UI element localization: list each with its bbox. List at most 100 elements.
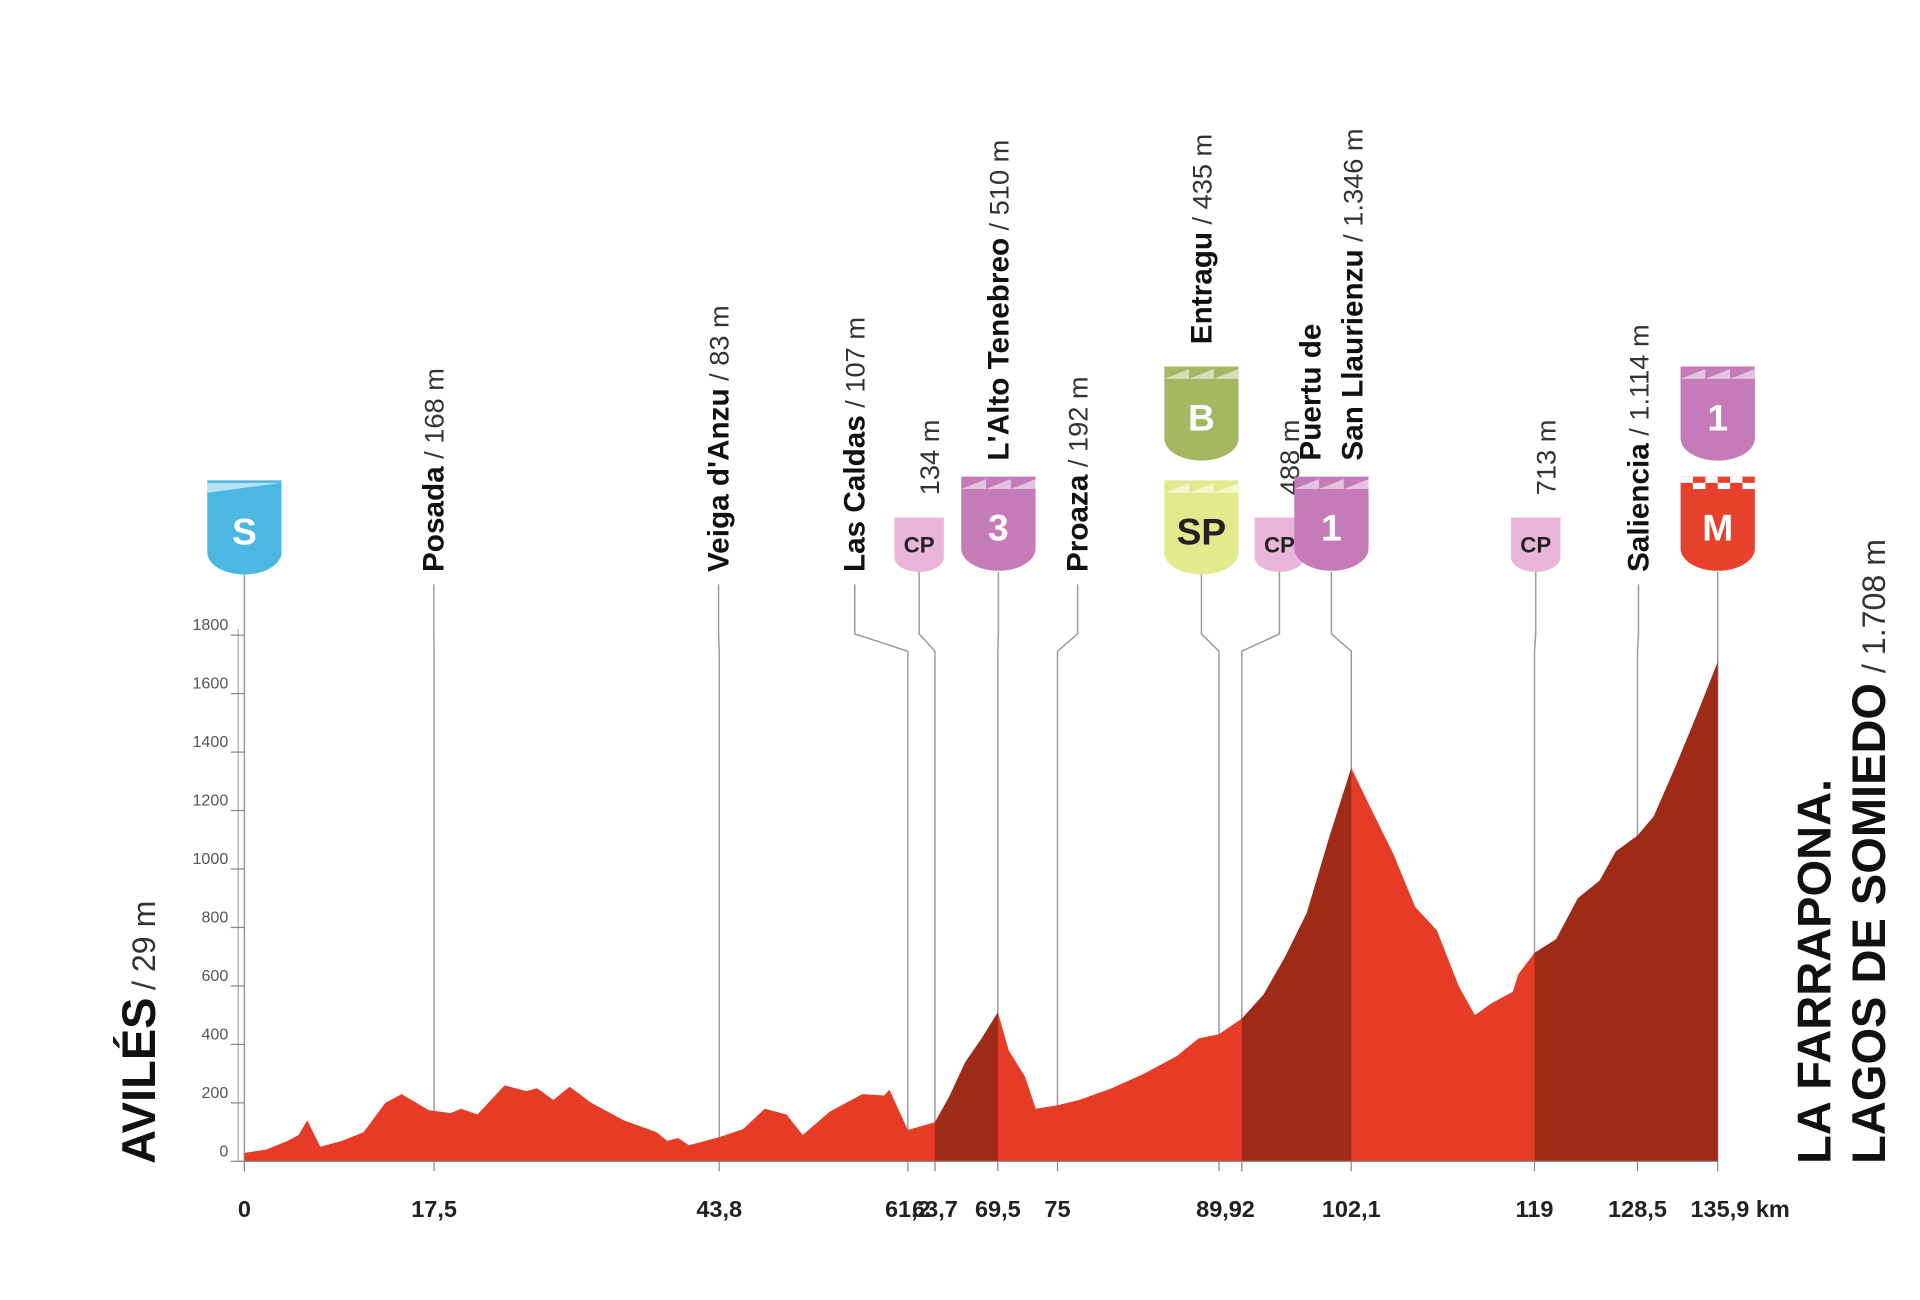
badge — [1164, 480, 1239, 575]
point-label: Puertu de — [1294, 324, 1327, 461]
point-name: Veiga d'Anzu — [702, 388, 735, 572]
point-name: Saliencia — [1622, 443, 1655, 572]
point-alt: / 192 m — [1063, 376, 1094, 467]
badge — [1164, 366, 1239, 461]
point-alt: / 168 m — [419, 368, 450, 459]
badge — [894, 517, 944, 572]
point-label: Proaza / 192 m — [1062, 376, 1095, 572]
point-label: Saliencia / 1.114 m — [1622, 324, 1655, 572]
badge-label: SP — [1177, 510, 1227, 552]
finish-name: LA FARRAPONA. — [1787, 779, 1840, 1164]
point-label: Posada / 168 m — [418, 368, 451, 572]
point-name: L'Alto Tenebreo — [982, 238, 1015, 461]
leader-line — [997, 572, 1000, 1162]
badge-label: 3 — [988, 507, 1009, 549]
x-tick-label: 0 — [238, 1196, 251, 1222]
point-label: Veiga d'Anzu / 83 m — [702, 305, 735, 572]
badge-label: M — [1702, 507, 1733, 549]
point-alt: 134 m — [914, 420, 945, 496]
climb-area — [1241, 767, 1352, 1162]
finish-name: LAGOS DE SOMIEDO — [1842, 683, 1895, 1164]
point-alt: / 435 m — [1186, 134, 1217, 225]
x-tick-label: 69,5 — [975, 1196, 1021, 1222]
point-name: Posada — [418, 466, 451, 572]
badge-label: 1 — [1321, 507, 1342, 549]
x-tick-label: 92 — [1229, 1196, 1255, 1222]
finish-alt: / 1.708 m — [1856, 539, 1892, 673]
point-name: Puertu de — [1294, 324, 1327, 461]
badge — [1254, 517, 1305, 572]
point-alt: / 107 m — [840, 317, 871, 408]
x-tick-label: 128,5 — [1608, 1196, 1667, 1222]
point-alt: / 1.346 m — [1337, 128, 1368, 241]
y-tick-label: 1000 — [193, 850, 229, 868]
point-label: Entragu / 435 m — [1185, 134, 1218, 344]
badge-label: CP — [1264, 533, 1295, 558]
leader-line — [717, 584, 720, 1162]
leader-line — [1056, 584, 1079, 1162]
leader-line — [854, 584, 909, 1162]
badge — [1680, 366, 1755, 461]
badge-label: CP — [904, 533, 935, 558]
badge — [207, 480, 282, 575]
x-tick-label: 61,2 — [885, 1196, 931, 1222]
climb-area — [934, 1012, 998, 1162]
finish-label: LA FARRAPONA. — [1787, 779, 1840, 1164]
x-tick-label: 119 — [1516, 1196, 1554, 1222]
x-tick-label: 17,5 — [411, 1196, 457, 1222]
y-tick-label: 1400 — [193, 733, 229, 751]
x-tick-label: 102,1 — [1322, 1196, 1381, 1222]
badge-label: 1 — [1707, 396, 1728, 438]
finish-label: LAGOS DE SOMIEDO / 1.708 m — [1842, 539, 1895, 1164]
x-tick-label: 75 — [1044, 1196, 1070, 1222]
badge — [1680, 476, 1755, 571]
checker — [1705, 476, 1718, 483]
badge-tab — [1164, 368, 1239, 379]
badge-label: B — [1188, 396, 1215, 438]
point-name: Proaza — [1062, 474, 1095, 572]
start-alt: / 29 m — [126, 901, 162, 990]
badge-label: S — [232, 510, 257, 552]
point-label: San Llaurienzu / 1.346 m — [1336, 128, 1369, 460]
y-tick-label: 200 — [201, 1084, 228, 1102]
checker — [1680, 476, 1693, 483]
x-tick-label: 135,9 km — [1690, 1196, 1789, 1222]
y-tick-label: 0 — [219, 1142, 228, 1160]
point-label: 134 m — [914, 420, 945, 496]
point-label: L'Alto Tenebreo / 510 m — [982, 140, 1015, 461]
checker — [1742, 482, 1755, 490]
start-name: AVILÉS — [112, 997, 165, 1163]
y-tick-label: 1800 — [193, 616, 229, 634]
x-tick-label: 63,7 — [912, 1196, 958, 1222]
badge — [1294, 476, 1369, 571]
x-tick-label: 43,8 — [696, 1196, 742, 1222]
leader-line — [918, 572, 936, 1162]
leader-line — [1200, 572, 1220, 1162]
badge — [1510, 517, 1561, 572]
y-tick-label: 600 — [201, 967, 228, 985]
badge-tab — [1680, 368, 1755, 379]
start-label: AVILÉS / 29 m — [112, 901, 165, 1164]
checker — [1692, 482, 1706, 490]
checker — [1717, 482, 1731, 490]
climb-area — [1534, 662, 1718, 1162]
point-name: Las Caldas — [839, 415, 872, 572]
point-alt: / 83 m — [703, 305, 734, 381]
leader-line — [1241, 572, 1281, 1162]
point-alt: 713 m — [1531, 420, 1562, 496]
point-alt: / 1.114 m — [1623, 324, 1654, 435]
point-name: Entragu — [1185, 232, 1218, 344]
badge-label: CP — [1520, 533, 1551, 558]
y-tick-label: 400 — [201, 1025, 228, 1043]
y-tick-label: 800 — [201, 909, 228, 927]
point-alt: / 510 m — [983, 140, 1014, 231]
point-name: San Llaurienzu — [1336, 249, 1369, 460]
y-tick-label: 1600 — [193, 675, 229, 693]
badge-tab — [1164, 482, 1239, 493]
point-label: 713 m — [1531, 420, 1562, 496]
checker — [1730, 476, 1743, 483]
x-tick-label: 89,9 — [1196, 1196, 1242, 1222]
badge — [961, 476, 1036, 571]
leader-line — [1533, 572, 1537, 1162]
